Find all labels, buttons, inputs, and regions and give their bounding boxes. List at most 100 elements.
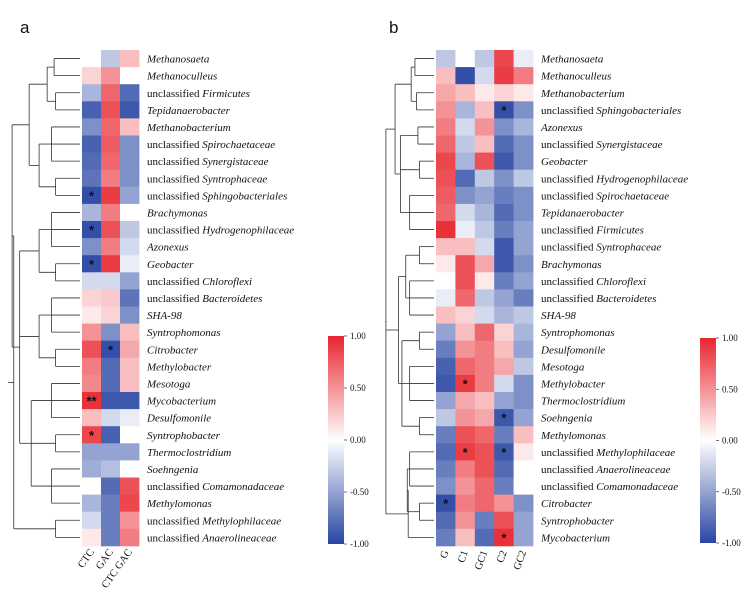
heatmap-cell [101, 50, 121, 68]
row-label: unclassified Chloroflexi [541, 276, 646, 288]
heatmap-cell [513, 84, 534, 102]
heatmap-cell [120, 289, 140, 307]
heatmap-cell [455, 169, 476, 188]
row-label: unclassified Hydrogenophilaceae [147, 225, 294, 237]
significance-mark: * [501, 445, 507, 460]
row-label-prefix: unclassified [147, 515, 202, 527]
heatmap-cell [436, 169, 456, 188]
row-label-prefix: unclassified [541, 447, 596, 459]
column-label: C1 [456, 549, 471, 564]
heatmap-cell [474, 494, 495, 513]
heatmap-cell [101, 135, 121, 153]
heatmap-cell [455, 511, 476, 530]
heatmap-cell [513, 323, 534, 342]
row-label: Brachymonas [147, 207, 208, 219]
row-label-prefix: unclassified [541, 105, 596, 117]
heatmap-cell [474, 374, 495, 393]
heatmap-cell [455, 203, 476, 222]
heatmap-cell [474, 289, 495, 307]
row-label: unclassified Anaerolineaceae [147, 532, 277, 544]
heatmap-cell [455, 443, 476, 461]
color-legend-bar [700, 338, 716, 543]
heatmap-cell [101, 528, 121, 547]
heatmap-cell [101, 374, 121, 393]
heatmap-cell [82, 50, 102, 68]
row-label-taxon: Methylomonas [540, 430, 606, 442]
heatmap-cell [513, 186, 534, 205]
heatmap-cell [82, 511, 102, 530]
heatmap-cell [120, 477, 140, 495]
row-label-taxon: Tepidanaerobacter [147, 105, 231, 117]
heatmap-cell [513, 152, 534, 171]
color-legend-tick: -0.50 [722, 487, 741, 497]
heatmap-cell [455, 272, 476, 290]
heatmap-cell [494, 67, 514, 85]
significance-mark: * [108, 342, 114, 357]
heatmap-cell [101, 101, 121, 119]
heatmap-cell [474, 511, 495, 530]
color-legend-tick: 0.50 [350, 383, 366, 393]
significance-mark: * [463, 445, 469, 460]
heatmap-cell [82, 272, 102, 290]
heatmap-cell [494, 460, 514, 478]
heatmap-cell [474, 323, 495, 342]
heatmap-cell [455, 289, 476, 307]
heatmap-cell [455, 221, 476, 239]
row-label-prefix: unclassified [541, 293, 596, 305]
heatmap-cell [101, 221, 121, 239]
heatmap-cell [82, 477, 102, 495]
heatmap-cell [120, 152, 140, 171]
row-label-taxon: Syntrophobacter [147, 430, 221, 442]
row-label-taxon: Methylobacter [540, 378, 606, 390]
row-label: Syntrophomonas [147, 327, 221, 339]
heatmap-cell [513, 340, 534, 359]
heatmap-cell [455, 477, 476, 495]
heatmap-cell [436, 477, 456, 495]
row-label: Desulfomonile [146, 413, 211, 425]
significance-mark: * [89, 223, 95, 238]
color-legend-tick: 1.00 [350, 331, 366, 341]
significance-mark: * [501, 103, 507, 118]
row-label: Methylomonas [146, 498, 212, 510]
heatmap-cell [82, 289, 102, 307]
row-label: Methanoculleus [146, 71, 217, 83]
heatmap-cell [82, 460, 102, 478]
heatmap-cell [455, 118, 476, 136]
heatmap-cell [494, 203, 514, 222]
row-label: unclassified Chloroflexi [147, 276, 252, 288]
row-label-taxon: Hydrogenophilaceae [201, 225, 294, 237]
heatmap-cell [101, 169, 121, 188]
color-legend-tick: -1.00 [350, 539, 369, 549]
row-label-taxon: Syntrophomonas [147, 327, 221, 339]
heatmap-cell [494, 511, 514, 530]
heatmap-cell [513, 67, 534, 85]
row-label-taxon: Comamonadaceae [202, 481, 284, 493]
row-label-taxon: Azonexus [540, 122, 583, 134]
heatmap-cell [494, 135, 514, 153]
heatmap-cell [120, 426, 140, 444]
row-label-taxon: Methylophilaceae [201, 515, 281, 527]
heatmap-cell [455, 67, 476, 85]
row-label-prefix: unclassified [147, 276, 202, 288]
row-label: unclassified Anaerolineaceae [541, 464, 671, 476]
heatmap-cell [455, 426, 476, 444]
heatmap-cell [436, 357, 456, 376]
heatmap-cell [120, 494, 140, 513]
row-label: Syntrophobacter [541, 515, 615, 527]
color-legend-tick: 0.00 [350, 435, 366, 445]
heatmap-cell [82, 152, 102, 171]
row-label: unclassified Syntrophaceae [147, 173, 267, 185]
heatmap-cell [120, 135, 140, 153]
heatmap-cell [474, 340, 495, 359]
heatmap-cell [101, 203, 121, 222]
row-label: unclassified Comamonadaceae [147, 481, 284, 493]
heatmap-cell [82, 357, 102, 376]
row-label-taxon: Methylomonas [146, 498, 212, 510]
row-label: Syntrophobacter [147, 430, 221, 442]
heatmap-cell [120, 460, 140, 478]
heatmap-panel-a: a*******MethanosaetaMethanoculleusunclas… [8, 18, 369, 591]
row-label-taxon: Mesotoga [540, 361, 585, 373]
heatmap-cell [436, 186, 456, 205]
row-label-prefix: unclassified [147, 481, 202, 493]
heatmap-cell [101, 238, 121, 256]
